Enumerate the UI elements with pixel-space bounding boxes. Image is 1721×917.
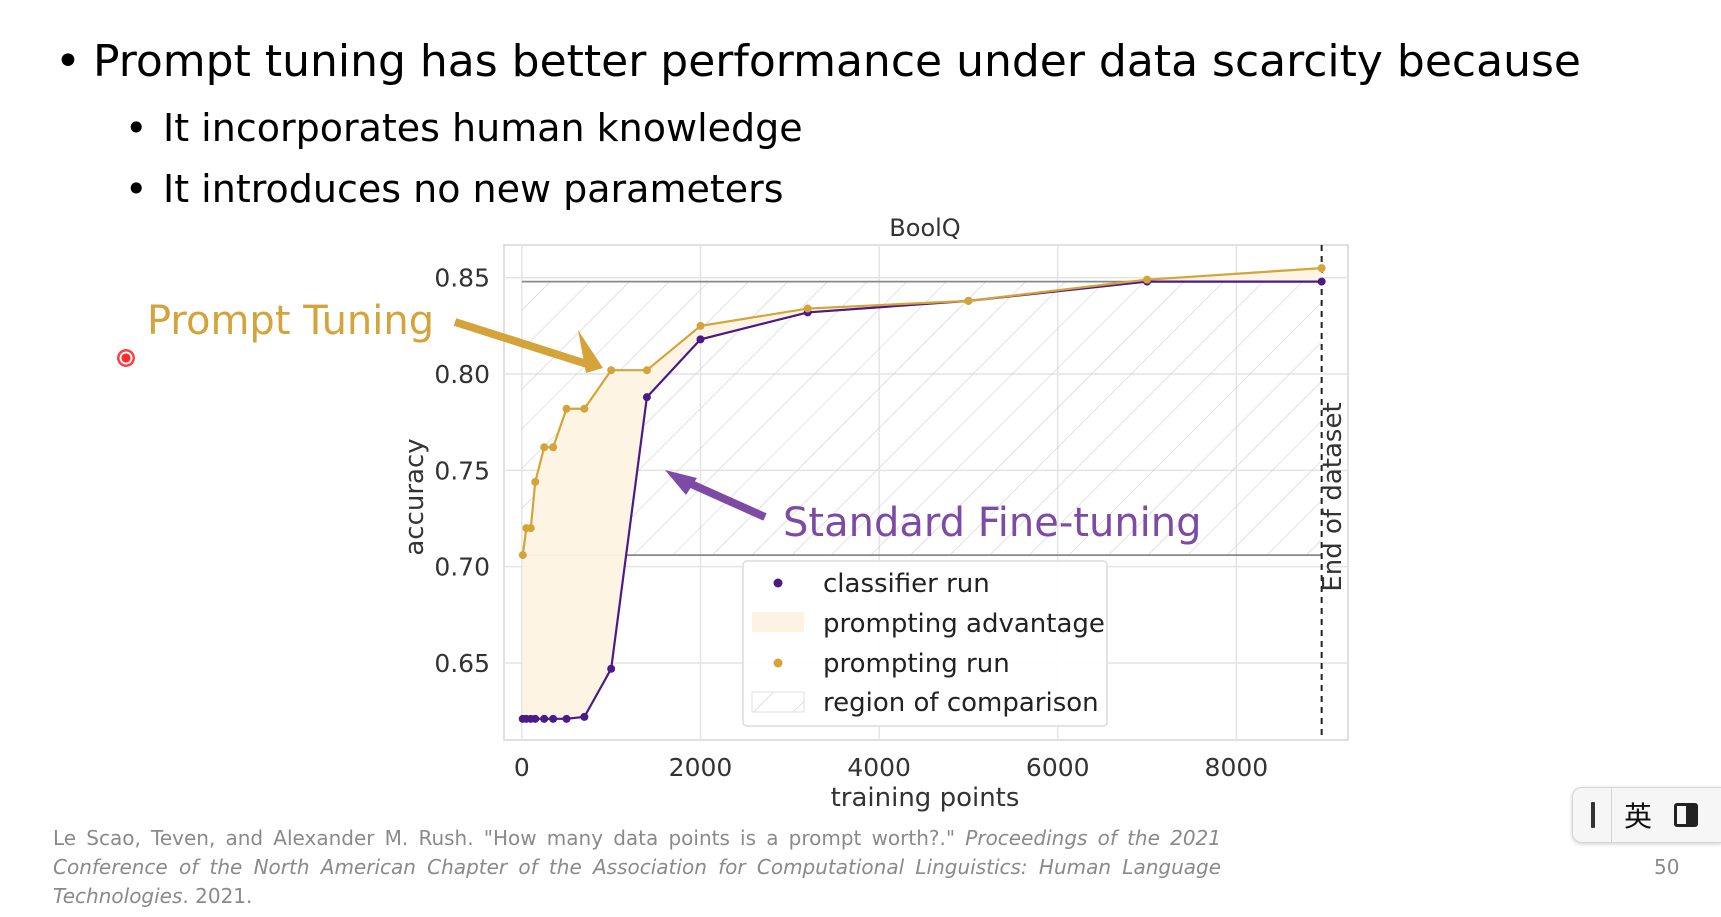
prompting-run-point: [531, 477, 540, 486]
bullet-main-text: Prompt tuning has better performance und…: [93, 36, 1581, 87]
drag-handle-icon[interactable]: [1591, 802, 1595, 828]
classifier-run-point: [696, 335, 705, 344]
series-layer: [518, 264, 1326, 723]
bullet-main: • Prompt tuning has better performance un…: [55, 36, 1581, 87]
classifier-run-point: [531, 714, 540, 723]
legend-box: [742, 560, 1108, 727]
prompting-run-point: [526, 524, 535, 533]
citation-venue: Proceedings of the 2021 Conference of th…: [53, 826, 1221, 908]
chart-title: BoolQ: [889, 214, 960, 242]
y-tick-label: 0.80: [434, 360, 490, 389]
region-layer: [521, 245, 1323, 740]
end-of-dataset-label: End of dataset: [1318, 402, 1348, 591]
classifier-run-point: [549, 714, 558, 723]
advantage-fill-layer: [522, 268, 1322, 719]
classifier-run-point: [580, 712, 589, 721]
classifier-run-point: [1317, 277, 1326, 286]
ime-toolbar[interactable]: 英: [1572, 787, 1721, 843]
y-tick-label: 0.75: [434, 456, 490, 485]
prompting-run-point: [607, 366, 616, 375]
ime-language-toggle[interactable]: 英: [1624, 800, 1653, 833]
x-tick-label: 6000: [1026, 753, 1090, 782]
half-width-mode-icon[interactable]: [1674, 803, 1699, 827]
page-number: 50: [1654, 855, 1680, 879]
bullet-sub-1-text: It incorporates human knowledge: [163, 106, 803, 150]
fine-tuning-arrow: [678, 475, 767, 521]
laser-pointer-icon: [117, 349, 135, 367]
legend-region-label: region of comparison: [823, 688, 1099, 718]
x-tick-label: 4000: [847, 753, 911, 782]
prompt-tuning-arrow: [453, 318, 592, 369]
prompting-run-point: [540, 443, 549, 452]
prompting-run-point: [964, 296, 973, 305]
legend-advantage-label: prompting advantage: [823, 609, 1105, 639]
prompting-run-point: [642, 366, 651, 375]
prompting-run-point: [562, 404, 571, 413]
tick-layer: 0 2000 4000 6000 8000 0.85 0.80 0.75 0.70 0.65: [434, 264, 1268, 782]
legend-classifier-marker: [773, 578, 783, 588]
legend-advantage-swatch: [752, 612, 804, 632]
legend-prompting-marker: [773, 658, 783, 668]
prompting-run-point: [696, 321, 705, 330]
y-tick-label: 0.70: [434, 553, 490, 582]
classifier-run-point: [562, 714, 571, 723]
x-tick-label: 8000: [1205, 753, 1269, 782]
prompting-run-point: [1143, 275, 1152, 284]
prompt-tuning-callout: Prompt Tuning: [147, 298, 435, 344]
region-of-comparison: [521, 281, 1322, 556]
classifier-run-point: [607, 664, 616, 673]
legend-region-swatch: [751, 691, 805, 713]
bullet-sub-2-text: It introduces no new parameters: [163, 167, 784, 211]
y-tick-label: 0.85: [434, 264, 490, 293]
standard-fine-tuning-callout: Standard Fine-tuning: [783, 500, 1202, 546]
legend-classifier-label: classifier run: [823, 569, 990, 599]
prompting-run-point: [1317, 264, 1326, 273]
classifier-run-point: [540, 714, 549, 723]
x-tick-label: 2000: [669, 753, 733, 782]
classifier-run-point: [642, 393, 651, 402]
y-axis-label: accuracy: [400, 438, 430, 555]
prompting-advantage-area: [522, 268, 1322, 719]
x-axis-label: training points: [831, 783, 1020, 813]
legend-prompting-label: prompting run: [823, 649, 1010, 679]
citation: Le Scao, Teven, and Alexander M. Rush. "…: [53, 824, 1221, 911]
ime-divider: [1611, 788, 1612, 842]
legend: classifier run prompting advantage promp…: [742, 560, 1108, 727]
prompting-run-point: [580, 404, 589, 413]
citation-authors: Le Scao, Teven, and Alexander M. Rush. "…: [53, 826, 956, 850]
y-tick-label: 0.65: [434, 649, 490, 678]
x-tick-label: 0: [514, 753, 530, 782]
prompting-run-point: [803, 304, 812, 313]
bullet-sub-1: • It incorporates human knowledge: [125, 106, 803, 150]
bullet-sub-2: • It introduces no new parameters: [125, 167, 784, 211]
prompting-run-point: [518, 551, 527, 560]
citation-year: . 2021.: [182, 884, 253, 908]
prompting-run-point: [549, 443, 558, 452]
